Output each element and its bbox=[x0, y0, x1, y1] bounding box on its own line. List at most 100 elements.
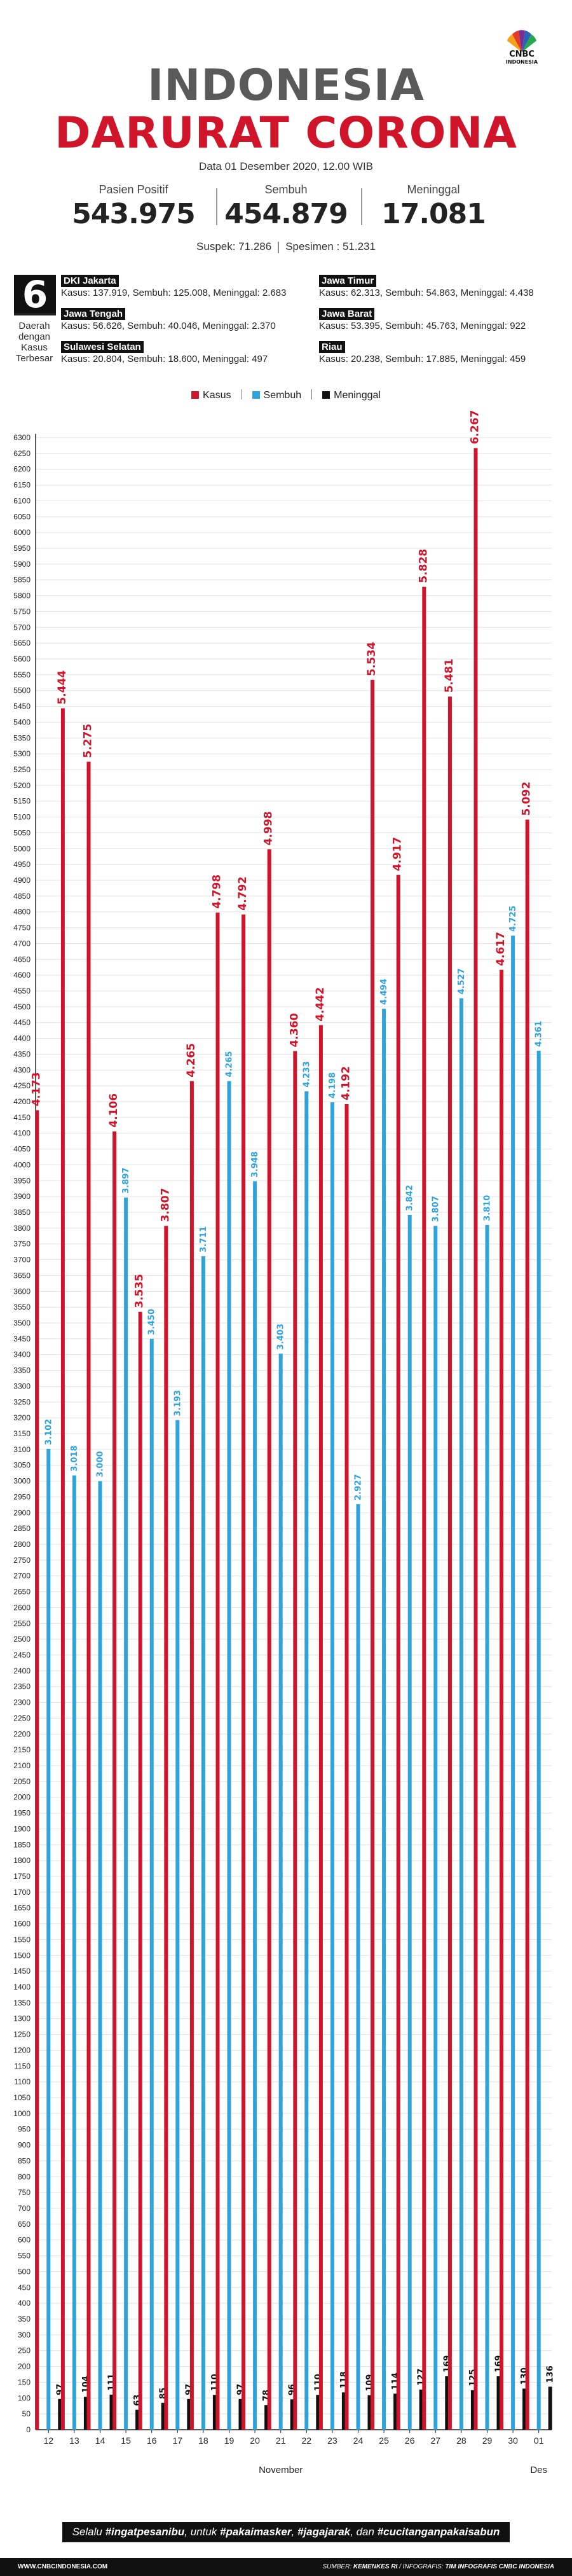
y-tick-label: 4700 bbox=[13, 939, 31, 948]
data-label-kasus: 4.617 bbox=[494, 932, 507, 966]
footer-infografis-label: / INFOGRAFIS: bbox=[397, 2563, 446, 2570]
region-detail: Kasus: 56.626, Sembuh: 40.046, Meninggal… bbox=[61, 321, 276, 331]
divider bbox=[278, 241, 280, 253]
x-tick-label: 15 bbox=[121, 2435, 131, 2446]
bar-meninggal bbox=[496, 2376, 501, 2430]
y-tick-label: 1500 bbox=[13, 1951, 31, 1960]
data-label-sembuh: 3.842 bbox=[405, 1185, 415, 1211]
y-tick-label: 6250 bbox=[13, 449, 31, 458]
bar-sembuh bbox=[459, 998, 463, 2430]
y-tick-label: 1650 bbox=[13, 1904, 31, 1913]
region-detail: Kasus: 20.238, Sembuh: 17.885, Meninggal… bbox=[319, 354, 526, 364]
bar-kasus bbox=[242, 914, 246, 2430]
y-tick-label: 2100 bbox=[13, 1761, 31, 1770]
bar-sembuh bbox=[201, 1256, 205, 2430]
y-tick-label: 750 bbox=[18, 2188, 31, 2197]
bar-meninggal bbox=[238, 2399, 243, 2430]
data-label-kasus: 4.998 bbox=[262, 811, 275, 845]
legend-divider bbox=[311, 389, 313, 399]
x-tick-label: 28 bbox=[456, 2435, 466, 2446]
region-item: DKI Jakarta Kasus: 137.919, Sembuh: 125.… bbox=[61, 275, 286, 299]
data-label-sembuh: 4.233 bbox=[302, 1061, 311, 1087]
data-label-sembuh: 3.450 bbox=[147, 1309, 157, 1335]
bar-kasus bbox=[189, 1081, 194, 2430]
y-tick-label: 4500 bbox=[13, 1002, 31, 1011]
y-tick-label: 6100 bbox=[13, 496, 31, 505]
y-tick-label: 3250 bbox=[13, 1397, 31, 1406]
y-tick-label: 3300 bbox=[13, 1381, 31, 1390]
region-detail: Kasus: 62.313, Sembuh: 54.863, Meninggal… bbox=[319, 287, 534, 298]
x-tick-label: 17 bbox=[173, 2435, 183, 2446]
bar-meninggal bbox=[548, 2386, 552, 2430]
stat-sembuh: Sembuh 454.879 bbox=[222, 183, 350, 230]
x-tick-label: 26 bbox=[405, 2435, 415, 2446]
data-label-sembuh: 3.807 bbox=[431, 1196, 440, 1222]
bar-meninggal bbox=[316, 2395, 320, 2430]
y-tick-label: 1300 bbox=[13, 2014, 31, 2023]
bar-sembuh bbox=[433, 1226, 438, 2430]
y-tick-label: 2350 bbox=[13, 1682, 31, 1691]
chart-legend: Kasus Sembuh Meninggal bbox=[0, 389, 572, 401]
y-tick-label: 2800 bbox=[13, 1540, 31, 1549]
y-tick-label: 2750 bbox=[13, 1556, 31, 1565]
y-tick-label: 5700 bbox=[13, 623, 31, 632]
legend-swatch bbox=[252, 391, 260, 399]
region-name: Riau bbox=[319, 341, 345, 353]
y-tick-label: 4650 bbox=[13, 955, 31, 964]
y-tick-label: 5500 bbox=[13, 686, 31, 695]
bar-kasus bbox=[293, 1051, 297, 2430]
slogan-tag: #pakaimasker bbox=[220, 2526, 292, 2538]
y-tick-label: 200 bbox=[18, 2362, 31, 2371]
data-label-sembuh: 3.948 bbox=[250, 1151, 260, 1177]
stat-meninggal: Meninggal 17.081 bbox=[370, 183, 497, 230]
y-tick-label: 2900 bbox=[13, 1508, 31, 1517]
y-tick-label: 2600 bbox=[13, 1603, 31, 1612]
y-tick-label: 4750 bbox=[13, 924, 31, 932]
y-tick-label: 3850 bbox=[13, 1208, 31, 1217]
y-tick-label: 4450 bbox=[13, 1018, 31, 1027]
y-tick-label: 250 bbox=[18, 2346, 31, 2355]
y-tick-label: 4200 bbox=[13, 1097, 31, 1106]
y-tick-label: 1050 bbox=[13, 2093, 31, 2102]
y-tick-label: 100 bbox=[18, 2393, 31, 2402]
y-tick-label: 5850 bbox=[13, 576, 31, 585]
y-tick-label: 5000 bbox=[13, 844, 31, 853]
bar-sembuh bbox=[46, 1448, 51, 2430]
y-tick-label: 600 bbox=[18, 2236, 31, 2245]
bar-kasus bbox=[500, 969, 504, 2430]
bar-kasus bbox=[86, 761, 91, 2430]
y-tick-label: 850 bbox=[18, 2156, 31, 2165]
stat-label: Sembuh bbox=[264, 183, 308, 196]
data-label-kasus: 3.807 bbox=[159, 1188, 172, 1222]
y-tick-label: 4250 bbox=[13, 1081, 31, 1090]
y-tick-label: 5450 bbox=[13, 702, 31, 711]
y-tick-label: 6000 bbox=[13, 528, 31, 537]
y-tick-label: 1550 bbox=[13, 1935, 31, 1944]
legend-label: Sembuh bbox=[263, 390, 302, 401]
data-label-sembuh: 3.711 bbox=[199, 1226, 208, 1252]
region-item: Riau Kasus: 20.238, Sembuh: 17.885, Meni… bbox=[319, 341, 526, 365]
y-tick-label: 4050 bbox=[13, 1145, 31, 1154]
bar-sembuh bbox=[485, 1224, 489, 2430]
y-tick-label: 1200 bbox=[13, 2046, 31, 2054]
data-label-sembuh: 4.527 bbox=[457, 968, 466, 994]
logo-sub: INDONESIA bbox=[505, 59, 538, 65]
bar-sembuh bbox=[98, 1481, 102, 2430]
region-detail: Kasus: 20.804, Sembuh: 18.600, Meninggal… bbox=[61, 354, 268, 364]
x-tick-label: 30 bbox=[508, 2435, 518, 2446]
y-tick-label: 50 bbox=[22, 2409, 31, 2418]
bar-sembuh bbox=[124, 1197, 128, 2430]
y-tick-label: 5950 bbox=[13, 544, 31, 553]
region-item: Jawa Barat Kasus: 53.395, Sembuh: 45.763… bbox=[319, 308, 526, 332]
y-tick-label: 3100 bbox=[13, 1445, 31, 1454]
y-tick-label: 4000 bbox=[13, 1160, 31, 1169]
x-tick-label: 27 bbox=[431, 2435, 441, 2446]
x-tick-label: 20 bbox=[250, 2435, 260, 2446]
y-tick-label: 3000 bbox=[13, 1477, 31, 1486]
x-tick-label: 21 bbox=[276, 2435, 286, 2446]
bar-meninggal bbox=[212, 2395, 217, 2430]
bar-kasus bbox=[267, 849, 271, 2430]
y-tick-label: 550 bbox=[18, 2252, 31, 2261]
data-label-kasus: 4.265 bbox=[185, 1043, 198, 1077]
x-month-label-november: November bbox=[259, 2465, 303, 2476]
